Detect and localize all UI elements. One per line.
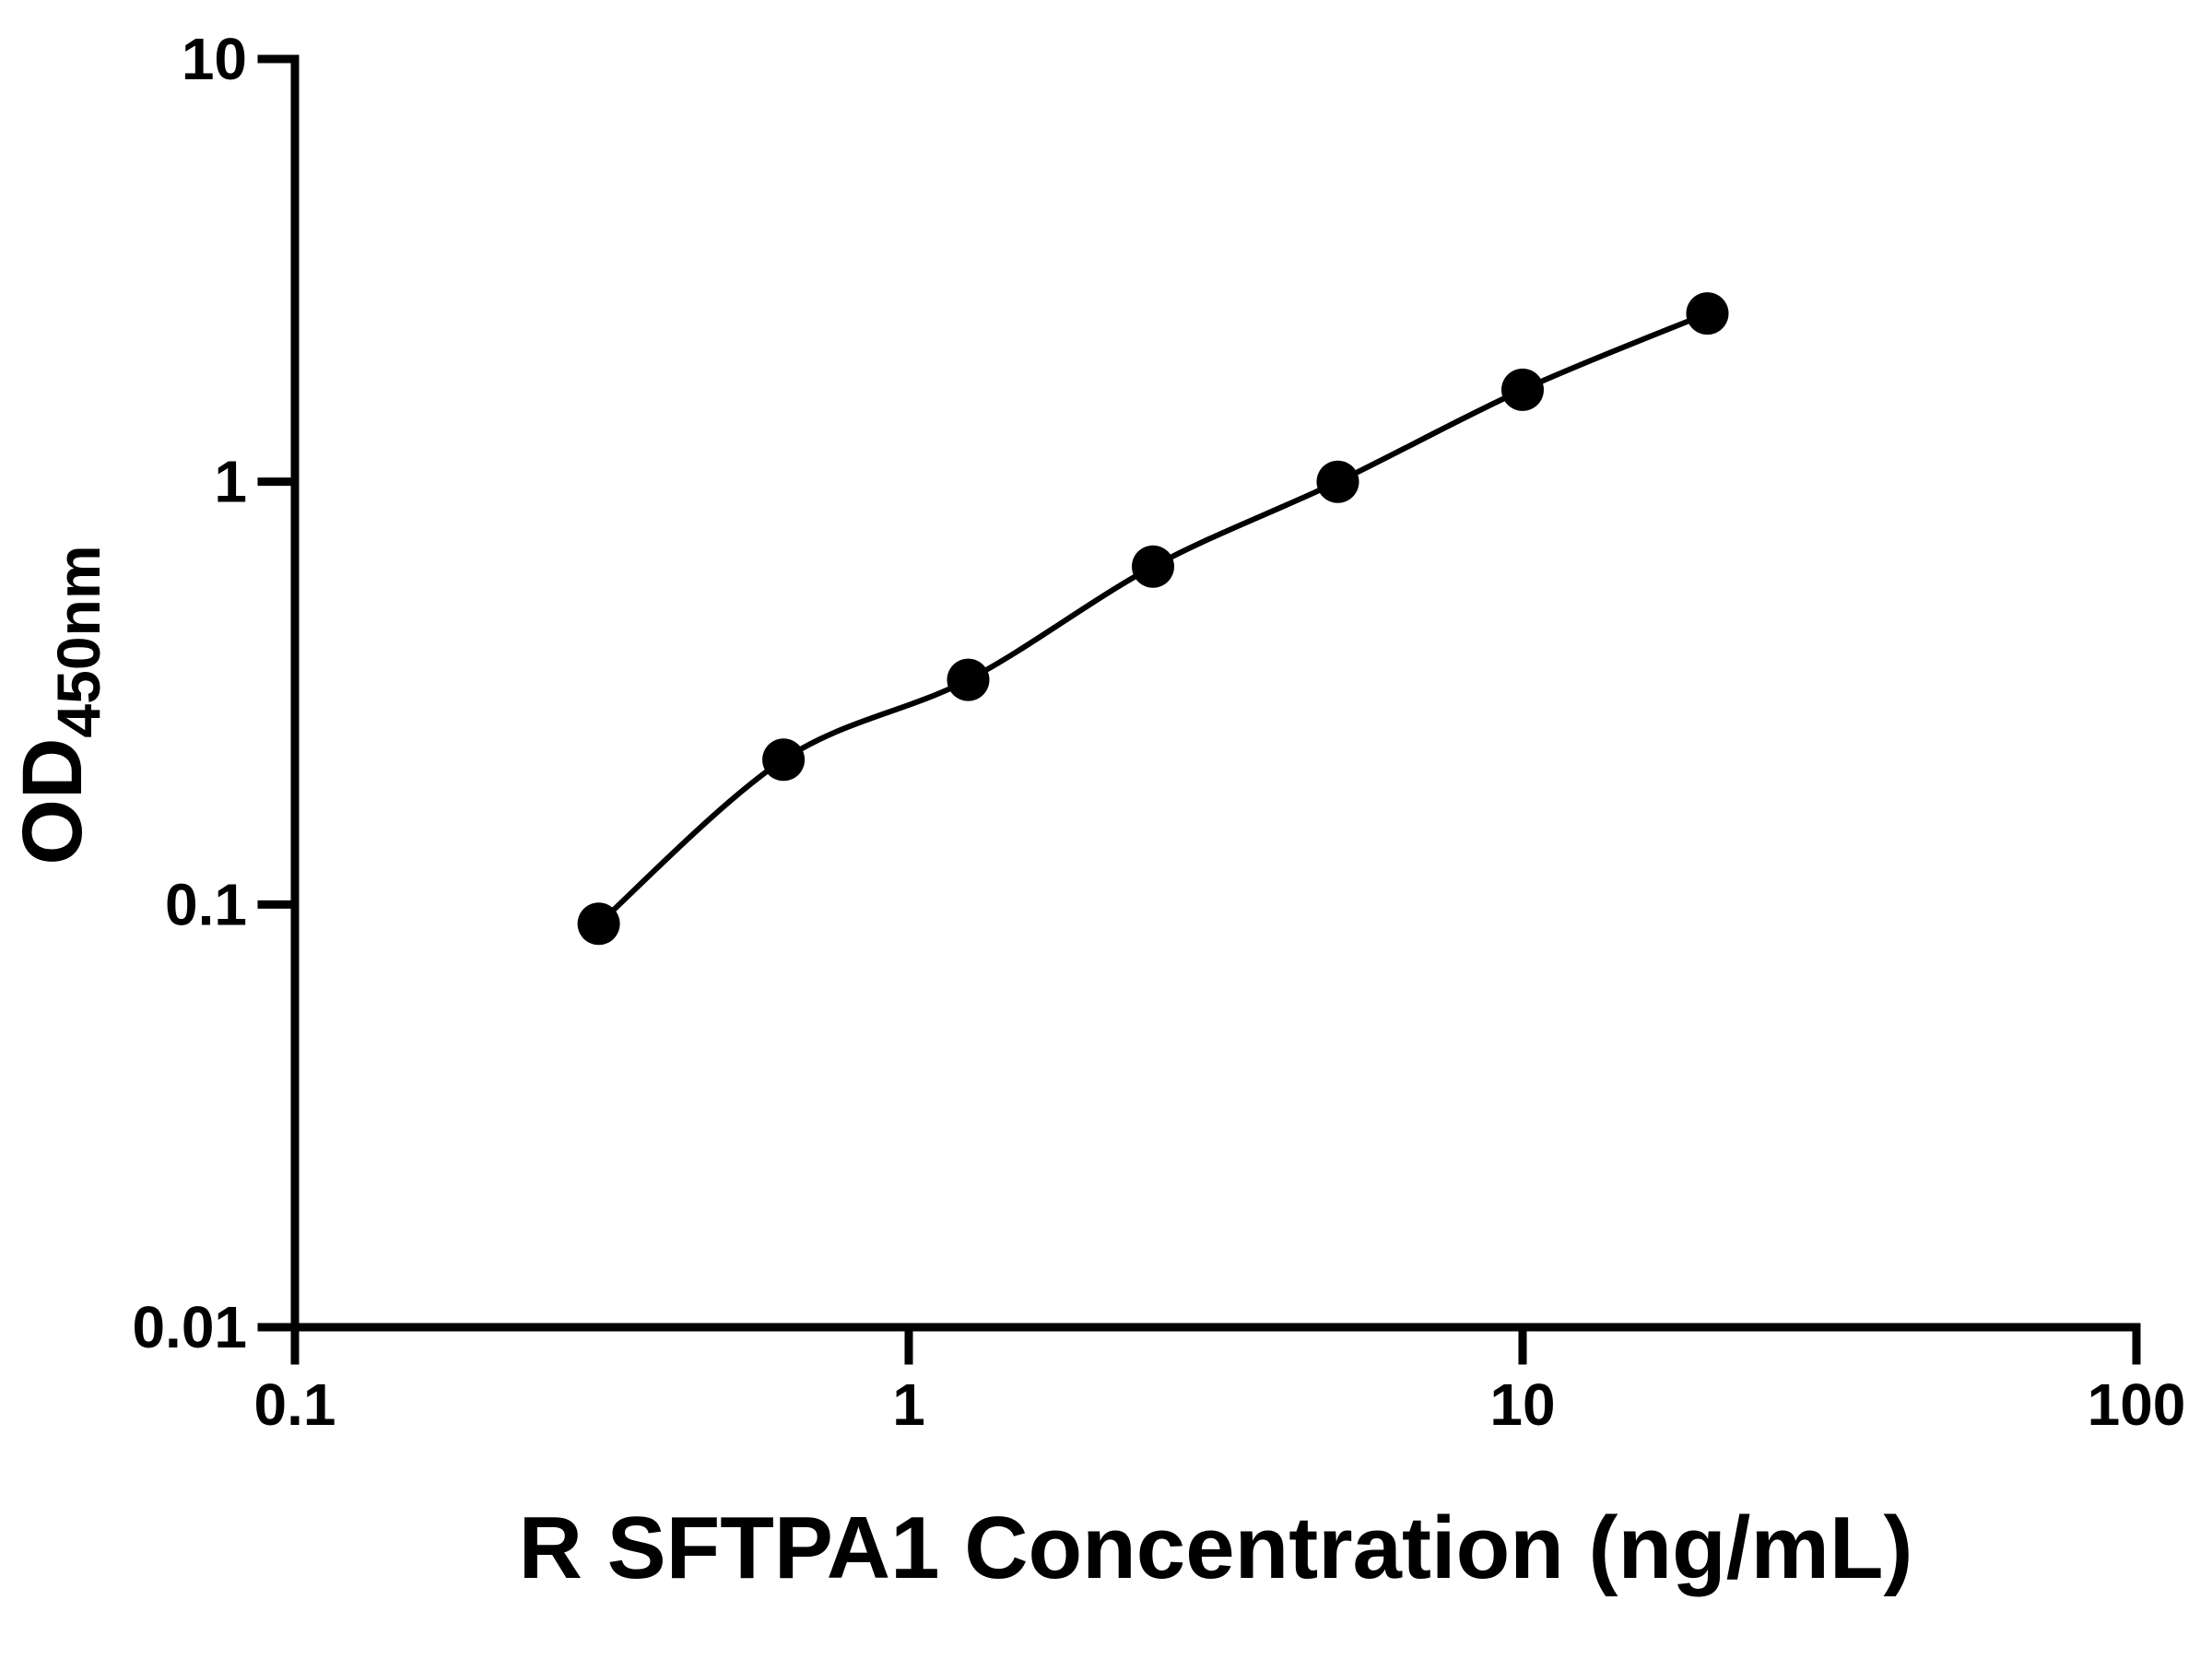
y-axis-title-main: OD [6, 738, 100, 865]
x-tick-label: 10 [1489, 1371, 1555, 1438]
data-points [577, 292, 1729, 946]
data-point [1686, 292, 1729, 335]
y-tick-label: 10 [182, 26, 247, 92]
y-tick-label: 0.1 [165, 871, 247, 937]
fit-curve [596, 311, 1709, 926]
data-point [762, 738, 806, 782]
data-point [1501, 368, 1544, 411]
data-point [577, 902, 620, 946]
x-tick-label: 0.1 [254, 1371, 336, 1438]
data-point [1132, 545, 1174, 588]
y-tick-label: 0.01 [132, 1294, 247, 1360]
y-axis-title: OD450nm [6, 545, 112, 865]
data-point [1316, 460, 1359, 503]
y-tick-label: 1 [214, 449, 247, 515]
y-axis-title-subscript: 450nm [44, 545, 112, 737]
x-tick-label: 1 [892, 1371, 925, 1438]
data-point [947, 658, 990, 701]
x-tick-label: 100 [2088, 1371, 2186, 1438]
x-axis-title: R SFTPA1 Concentration (ng/mL) [519, 1499, 1913, 1597]
axes [257, 54, 2141, 1365]
